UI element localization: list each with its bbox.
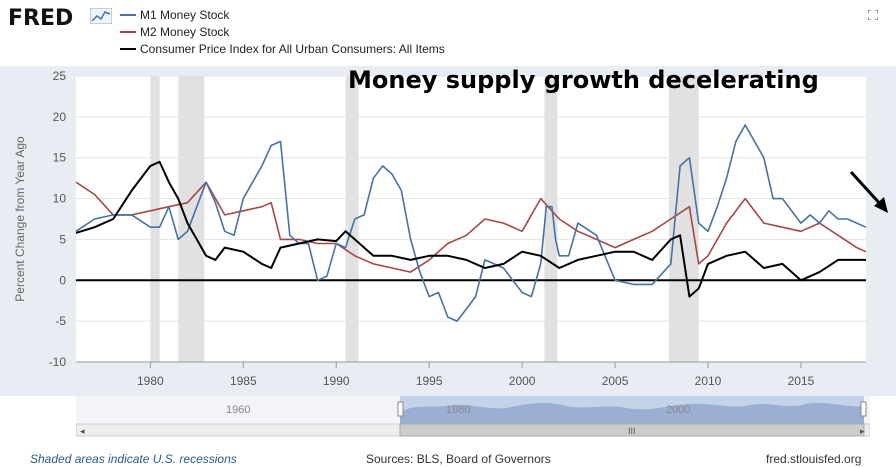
x-tick-label: 1985 [230,374,257,388]
fred-logo[interactable]: FRED [8,6,74,31]
navigator-label-2000: 2000 [666,404,690,416]
series-line-cpi [75,160,866,298]
legend-swatch-cpi [120,47,136,50]
x-tick-label: 1995 [416,374,443,388]
plot-background [76,76,866,362]
navigator-left-handle[interactable] [397,401,404,417]
navigator-scrollbar-thumb[interactable] [399,423,865,437]
annotation-arrowhead-icon [874,197,888,213]
legend-swatch-m2 [120,30,136,33]
series-line-m2 [75,181,867,273]
recession-band [178,76,205,362]
recession-note: Shaded areas indicate U.S. recessions [30,452,237,466]
legend-label-m2: M2 Money Stock [140,25,230,39]
legend-swatch-m1 [120,13,136,16]
y-tick-label: 5 [59,232,66,246]
chart-footer: Shaded areas indicate U.S. recessions So… [0,448,896,467]
x-tick-label: 2010 [695,374,722,388]
navigator-svg[interactable]: 1960 1980 2000 III ◂ ▸ [75,396,871,438]
x-tick-label: 1990 [323,374,350,388]
y-tick-label: 0 [59,273,66,287]
plot-area: 25 20 15 10 5 0 -5 -10 1980 1985 1990 1995 2000 2005 2… [0,66,896,396]
y-tick-label: -5 [55,314,66,328]
range-navigator[interactable]: 1960 1980 2000 III ◂ ▸ [75,396,871,438]
y-tick-label: 10 [53,192,67,206]
logo-graph-icon [90,8,112,24]
legend-label-m1: M1 Money Stock [140,8,230,22]
y-axis-title: Percent Change from Year Ago [13,136,27,302]
recession-band [668,76,699,362]
series-lines [75,124,867,322]
recession-band [544,76,558,362]
recession-band [150,76,160,362]
legend-item-cpi[interactable]: Consumer Price Index for All Urban Consu… [120,42,445,56]
legend-item-m1[interactable]: M1 Money Stock [120,8,229,22]
fullscreen-icon[interactable] [868,10,878,20]
chart-header: FRED M1 Money Stock M2 Money Stock Consu… [0,0,896,66]
x-tick-label: 2015 [788,374,815,388]
y-tick-label: 15 [53,151,67,165]
series-line-m1 [75,124,867,322]
navigator-label-1960: 1960 [226,404,250,416]
x-tick-label: 2005 [602,374,629,388]
x-tick-label: 2000 [509,374,536,388]
annotation-arrow [849,170,888,213]
navigator-series [400,402,864,424]
scroll-right-icon[interactable]: ▸ [860,426,865,436]
y-tick-label: 25 [53,69,67,83]
x-tick-label: 1980 [137,374,164,388]
navigator-label-1980: 1980 [446,404,470,416]
y-tick-label: 20 [53,110,67,124]
scrollbar-grip-icon: III [628,426,636,436]
navigator-right-handle[interactable] [860,401,867,417]
sources-text: Sources: BLS, Board of Governors [366,452,551,466]
annotation-title: Money supply growth decelerating [348,66,819,94]
scroll-left-icon[interactable]: ◂ [80,426,85,436]
legend-label-cpi: Consumer Price Index for All Urban Consu… [140,42,445,56]
site-link[interactable]: fred.stlouisfed.org [766,452,862,466]
y-tick-label: -10 [49,355,67,369]
recession-bands [76,76,866,362]
recession-band [345,76,359,362]
legend-item-m2[interactable]: M2 Money Stock [120,25,229,39]
